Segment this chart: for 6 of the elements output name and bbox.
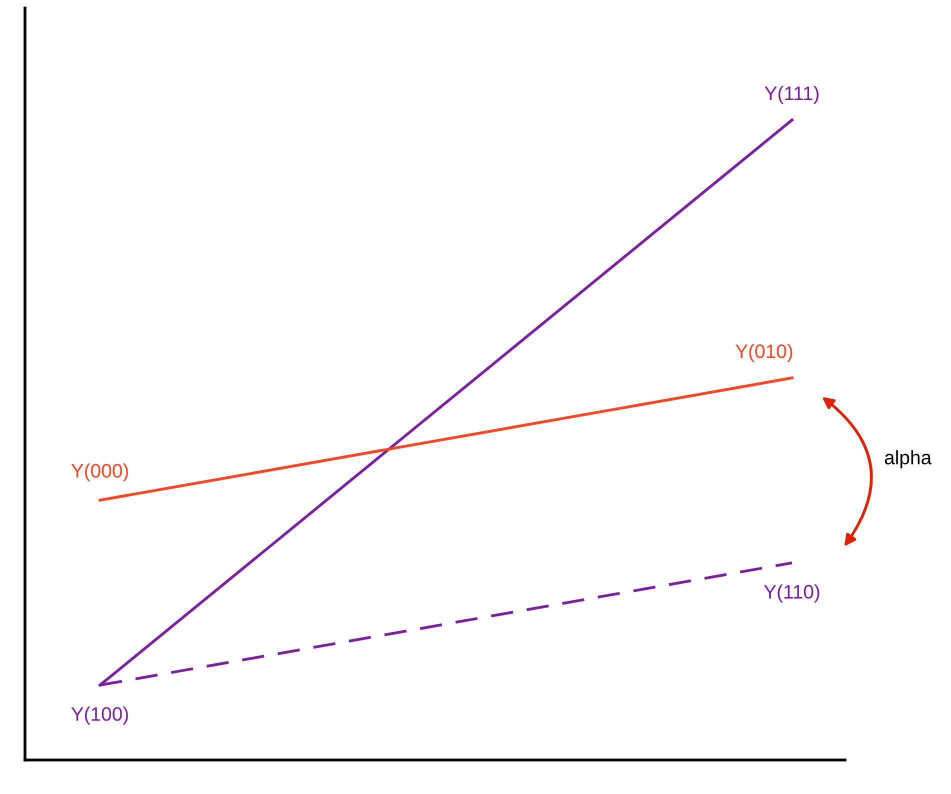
annotation: Y(010) xyxy=(735,344,792,362)
annotation: Y(110) xyxy=(764,584,820,602)
annotation: Y(000) xyxy=(71,463,128,482)
annotation: Y(100) xyxy=(71,706,128,725)
text: Y(111) xyxy=(764,86,819,104)
annotation: alpha xyxy=(884,450,932,468)
